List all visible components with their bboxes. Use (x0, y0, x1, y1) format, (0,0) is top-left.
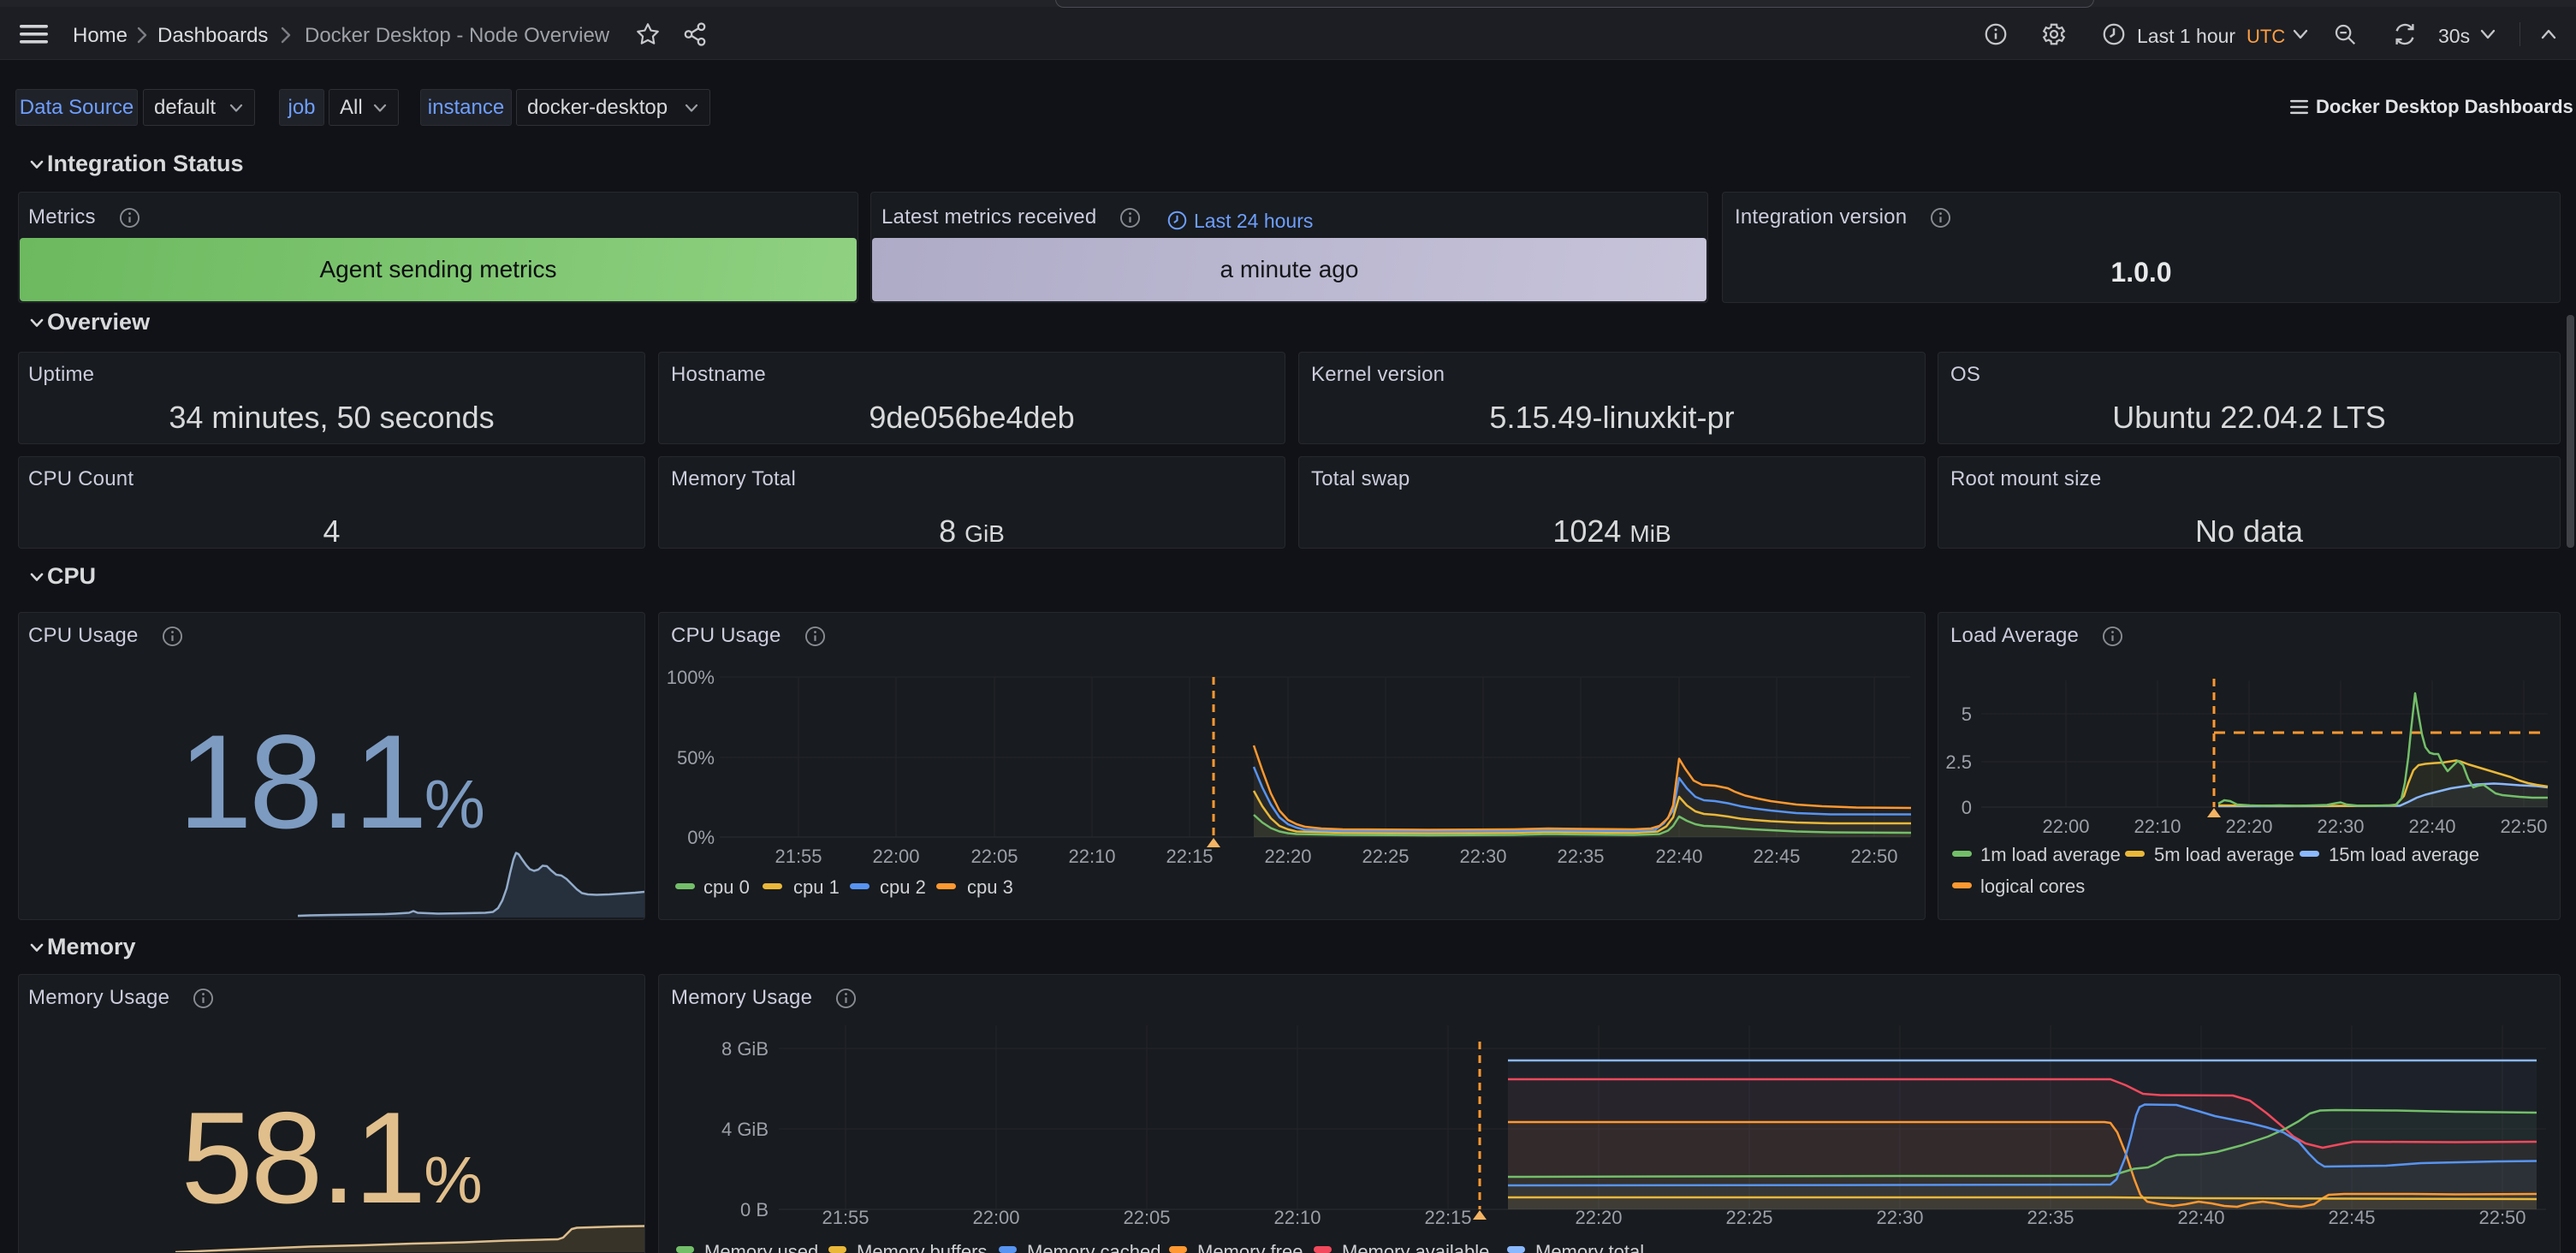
svg-text:15m load average: 15m load average (2329, 844, 2479, 865)
svg-text:cpu 0: cpu 0 (703, 876, 750, 898)
svg-text:cpu 2: cpu 2 (880, 876, 926, 898)
svg-text:22:20: 22:20 (1264, 846, 1311, 867)
svg-text:22:20: 22:20 (2225, 816, 2272, 837)
svg-text:22:30: 22:30 (2317, 816, 2364, 837)
svg-text:Memory used: Memory used (704, 1241, 818, 1253)
svg-text:22:25: 22:25 (1725, 1207, 1772, 1228)
svg-text:Memory cached: Memory cached (1027, 1241, 1161, 1253)
svg-text:22:50: 22:50 (1850, 846, 1897, 867)
svg-text:logical cores: logical cores (1980, 876, 2085, 897)
svg-text:22:30: 22:30 (1876, 1207, 1923, 1228)
svg-text:22:50: 22:50 (2478, 1207, 2526, 1228)
svg-text:2.5: 2.5 (1945, 751, 1972, 773)
svg-text:22:40: 22:40 (1655, 846, 1702, 867)
svg-text:22:00: 22:00 (872, 846, 919, 867)
svg-text:22:35: 22:35 (1557, 846, 1604, 867)
svg-text:0: 0 (1962, 797, 1972, 818)
svg-text:0 B: 0 B (740, 1199, 769, 1220)
svg-text:50%: 50% (677, 747, 715, 769)
svg-text:22:25: 22:25 (1362, 846, 1409, 867)
svg-text:Memory buffers: Memory buffers (857, 1241, 987, 1253)
svg-text:100%: 100% (667, 667, 715, 688)
svg-text:4 GiB: 4 GiB (721, 1119, 769, 1140)
svg-text:cpu 1: cpu 1 (793, 876, 840, 898)
svg-text:22:10: 22:10 (2134, 816, 2181, 837)
svg-text:5m load average: 5m load average (2154, 844, 2294, 865)
svg-text:22:05: 22:05 (970, 846, 1018, 867)
svg-text:22:45: 22:45 (2328, 1207, 2375, 1228)
svg-text:22:20: 22:20 (1575, 1207, 1622, 1228)
svg-text:Memory total: Memory total (1535, 1241, 1644, 1253)
svg-text:cpu 3: cpu 3 (967, 876, 1013, 898)
svg-text:22:35: 22:35 (2027, 1207, 2074, 1228)
svg-text:22:05: 22:05 (1123, 1207, 1170, 1228)
svg-text:22:10: 22:10 (1273, 1207, 1321, 1228)
svg-text:0%: 0% (687, 827, 715, 848)
svg-text:22:00: 22:00 (972, 1207, 1019, 1228)
svg-text:1m load average: 1m load average (1980, 844, 2121, 865)
svg-text:22:15: 22:15 (1424, 1207, 1471, 1228)
svg-text:22:40: 22:40 (2408, 816, 2455, 837)
svg-text:Memory free: Memory free (1197, 1241, 1303, 1253)
svg-text:21:55: 21:55 (775, 846, 822, 867)
svg-text:5: 5 (1962, 704, 1972, 725)
svg-text:22:15: 22:15 (1166, 846, 1213, 867)
svg-text:22:50: 22:50 (2500, 816, 2547, 837)
svg-text:22:45: 22:45 (1753, 846, 1800, 867)
svg-text:8 GiB: 8 GiB (721, 1038, 769, 1060)
svg-text:22:10: 22:10 (1068, 846, 1115, 867)
svg-text:Memory available: Memory available (1342, 1241, 1489, 1253)
svg-text:22:30: 22:30 (1459, 846, 1506, 867)
svg-text:22:00: 22:00 (2042, 816, 2089, 837)
svg-text:21:55: 21:55 (822, 1207, 869, 1228)
svg-text:22:40: 22:40 (2177, 1207, 2224, 1228)
